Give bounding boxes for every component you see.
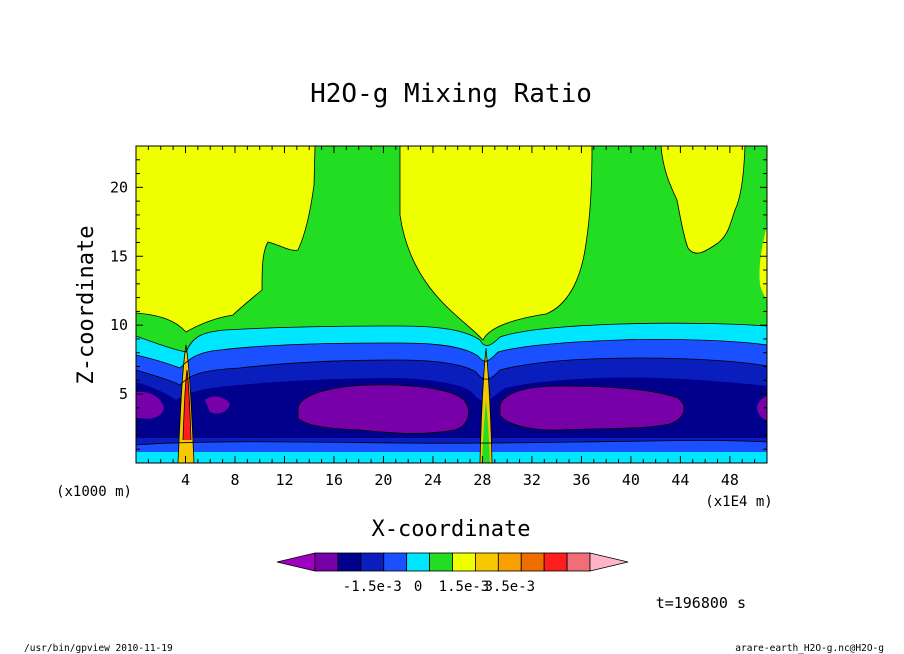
colorbar-high-cap — [589, 552, 629, 572]
colorbar-swatch — [520, 552, 545, 572]
colorbar-swatch — [360, 552, 385, 572]
purple-region-right — [500, 386, 685, 431]
y-axis-label: Z-coordinate — [74, 226, 99, 385]
x-unit-right: (x1E4 m) — [705, 494, 772, 510]
purple-region-right-edge — [757, 396, 767, 420]
x-tick-label: 44 — [671, 471, 689, 489]
colorbar-tick-label: 1.5e-3 — [439, 579, 490, 595]
x-tick-label: 32 — [523, 471, 541, 489]
colorbar-labels: -1.5e-3 0 1.5e-33.5e-3 — [343, 579, 535, 595]
bottom-blue-band — [136, 440, 767, 452]
yellow-region-right — [661, 146, 745, 254]
x-tick-label: 24 — [424, 471, 442, 489]
yellow-region-left — [136, 146, 592, 340]
y-tick-label: 10 — [110, 316, 128, 334]
colorbar-swatch — [543, 552, 568, 572]
x-tick-label: 20 — [374, 471, 392, 489]
purple-patch — [205, 396, 230, 414]
colorbar-swatch — [337, 552, 362, 572]
y-tick-label: 5 — [119, 385, 128, 403]
y-tick-label: 20 — [110, 178, 128, 196]
colorbar — [276, 552, 629, 572]
yellow-region-right-edge — [759, 225, 767, 300]
purple-region-left-edge — [136, 391, 164, 419]
purple-region-left — [298, 384, 469, 434]
colorbar-swatch — [452, 552, 476, 572]
x-axis-label: X-coordinate — [372, 517, 531, 542]
y-tick-label: 15 — [110, 247, 128, 265]
contour-field — [136, 146, 767, 463]
colorbar-swatch — [497, 552, 522, 572]
x-tick-label: 12 — [275, 471, 293, 489]
updraft-red-1 — [183, 370, 191, 440]
colorbar-swatch — [566, 552, 591, 572]
x-tick-label: 48 — [721, 471, 739, 489]
bottom-cyan-band — [136, 452, 767, 463]
colorbar-swatch — [429, 552, 453, 572]
x-tick-label: 4 — [181, 471, 190, 489]
colorbar-swatch — [383, 552, 408, 572]
colorbar-tick-label: -1.5e-3 — [343, 579, 402, 595]
x-tick-label: 28 — [473, 471, 491, 489]
colorbar-swatch — [475, 552, 499, 572]
x-tick-label: 36 — [572, 471, 590, 489]
plot-frame — [135, 145, 768, 464]
time-label: t=196800 s — [656, 594, 746, 612]
chart-title: H2O-g Mixing Ratio — [310, 79, 592, 109]
colorbar-low-cap — [276, 552, 316, 572]
colorbar-swatch — [314, 552, 339, 572]
footer-left: /usr/bin/gpview 2010-11-19 — [24, 643, 173, 654]
colorbar-swatch — [406, 552, 430, 572]
colorbar-tick-label: 3.5e-3 — [485, 579, 536, 595]
x-unit-left: (x1000 m) — [56, 484, 132, 500]
y-axis: 5 10 15 20 — [110, 159, 767, 450]
x-tick-label: 8 — [230, 471, 239, 489]
x-tick-label: 40 — [622, 471, 640, 489]
yellow-region-left-body — [136, 146, 315, 332]
x-tick-label: 16 — [325, 471, 343, 489]
updraft-green-2 — [482, 400, 490, 463]
x-axis: 4 8 12 16 20 24 28 32 36 40 44 48 — [147, 146, 756, 489]
footer-right: arare-earth_H2O-g.nc@H2O-g — [735, 643, 884, 654]
colorbar-tick-label: 0 — [414, 579, 422, 595]
contour-lines — [136, 146, 767, 463]
